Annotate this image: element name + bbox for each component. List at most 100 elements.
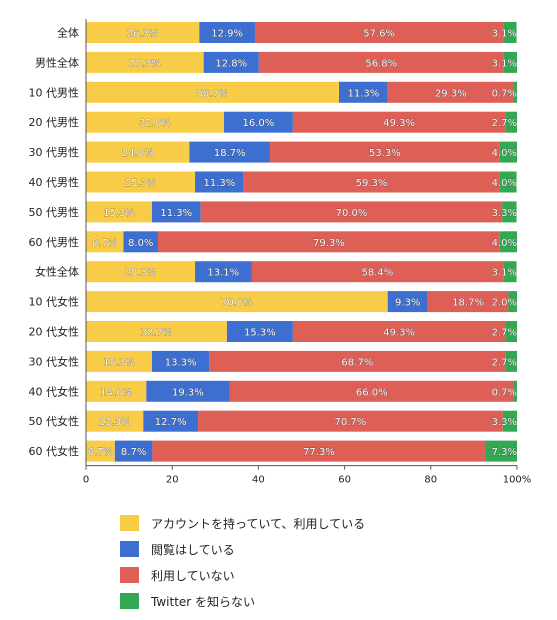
legend-label-using: アカウントを持っていて、利用している: [151, 516, 366, 531]
category-label: 男性全体: [35, 55, 79, 69]
data-label: 11.3%: [160, 208, 192, 219]
bar-segment: [503, 51, 517, 73]
bar-segment: [223, 111, 293, 133]
bar-segment: [502, 410, 517, 432]
category-label: 30 代男性: [29, 145, 80, 159]
bar-segment: [151, 350, 210, 372]
data-label: 14.0%: [100, 387, 132, 398]
data-label: 0.7%: [492, 88, 517, 99]
bar-segment: [505, 111, 517, 133]
legend-label-not-using: 利用していない: [151, 568, 235, 583]
data-label: 12.9%: [211, 29, 243, 40]
data-label: 8.7%: [92, 238, 117, 249]
category-label: 60 代女性: [29, 444, 80, 458]
bar-segment: [86, 171, 196, 193]
data-label: 0.7%: [492, 387, 517, 398]
data-label: 16.0%: [243, 118, 275, 129]
data-label: 25.3%: [125, 268, 157, 279]
bar-segment: [505, 350, 517, 372]
data-label: 58.7%: [197, 88, 229, 99]
x-tick-label: 60: [338, 475, 351, 486]
data-label: 32.7%: [141, 328, 173, 339]
legend-item: アカウントを持っていて、利用している: [120, 510, 365, 536]
bar-segment: [86, 231, 124, 253]
data-label: 29.3%: [435, 88, 467, 99]
data-label: 15.3%: [244, 328, 276, 339]
data-label: 12.7%: [155, 417, 187, 428]
data-label: 13.3%: [99, 417, 131, 428]
data-label: 15.3%: [103, 357, 135, 368]
category-label: 40 代男性: [29, 175, 80, 189]
category-label: 全体: [57, 26, 79, 40]
data-label: 2.7%: [492, 328, 517, 339]
bar-segment: [86, 51, 204, 73]
bar-segment: [513, 380, 517, 402]
data-label: 3.3%: [492, 208, 517, 219]
data-label: 49.3%: [383, 328, 415, 339]
stacked-bar-chart: 全体 26.3% 12.9% 57.6% 3.1% 男性全体 27.3% 12.8% 56.8%…: [29, 19, 531, 486]
data-label: 18.7%: [452, 298, 484, 309]
data-label: 66.0%: [356, 387, 388, 398]
bar-segment: [86, 350, 152, 372]
bar-segment: [152, 440, 486, 462]
bar-segment: [209, 350, 506, 372]
legend-item: Twitter を知らない: [120, 588, 365, 614]
bar-segment: [292, 111, 506, 133]
bar-segment: [203, 51, 259, 73]
bar-segment: [503, 22, 517, 43]
data-label: 7.3%: [492, 447, 517, 458]
bar-segment: [86, 261, 196, 283]
bar-segment: [151, 201, 201, 223]
legend-label-viewing: 閲覧はしている: [151, 542, 235, 557]
data-label: 56.8%: [365, 58, 397, 69]
bar-segment: [157, 231, 500, 253]
bar-segment: [254, 22, 504, 43]
bar-segment: [499, 171, 517, 193]
category-label: 20 代女性: [29, 325, 80, 339]
legend: アカウントを持っていて、利用している 閲覧はしている 利用していない Twitt…: [120, 510, 365, 614]
data-label: 12.8%: [215, 58, 247, 69]
bar-segment: [86, 141, 190, 163]
data-label: 11.3%: [204, 178, 236, 189]
bar-segment: [387, 81, 514, 103]
bar-segment: [485, 440, 517, 462]
data-label: 26.3%: [127, 29, 159, 40]
category-label: 50 代男性: [29, 205, 80, 219]
bar-segment: [86, 410, 144, 432]
category-label: 10 代女性: [29, 295, 80, 309]
data-label: 24.0%: [122, 148, 154, 159]
data-label: 68.7%: [341, 357, 373, 368]
x-tick-label: 20: [166, 475, 179, 486]
bar-segment: [123, 231, 158, 253]
data-label: 49.3%: [383, 118, 415, 129]
data-label: 3.1%: [492, 268, 517, 279]
data-label: 3.1%: [492, 29, 517, 40]
data-label: 27.3%: [129, 58, 161, 69]
bar-segment: [199, 22, 255, 43]
bar-segment: [86, 201, 152, 223]
bar-segment: [198, 410, 503, 432]
data-label: 8.7%: [121, 447, 146, 458]
data-label: 57.6%: [363, 29, 395, 40]
legend-swatch-using: [120, 515, 139, 531]
bar-segment: [503, 261, 517, 283]
bar-segment: [86, 111, 224, 133]
bar-segment: [86, 22, 200, 43]
bar-segment: [226, 321, 293, 342]
data-label: 25.3%: [125, 178, 157, 189]
data-label: 59.3%: [356, 178, 388, 189]
legend-label-unknown: Twitter を知らない: [151, 594, 256, 609]
category-label: 10 代男性: [29, 85, 80, 99]
bar-segment: [270, 141, 500, 163]
x-tick-label: 80: [424, 475, 437, 486]
bar-segment: [499, 231, 517, 253]
data-label: 70.7%: [335, 417, 367, 428]
bar-segment: [86, 291, 388, 313]
data-label: 18.7%: [214, 148, 246, 159]
bar-segment: [258, 51, 504, 73]
data-label: 77.3%: [303, 447, 335, 458]
category-label: 女性全体: [35, 265, 79, 279]
x-tick-label: 0: [83, 475, 89, 486]
bar-segment: [200, 201, 503, 223]
bar-segment: [195, 261, 252, 283]
